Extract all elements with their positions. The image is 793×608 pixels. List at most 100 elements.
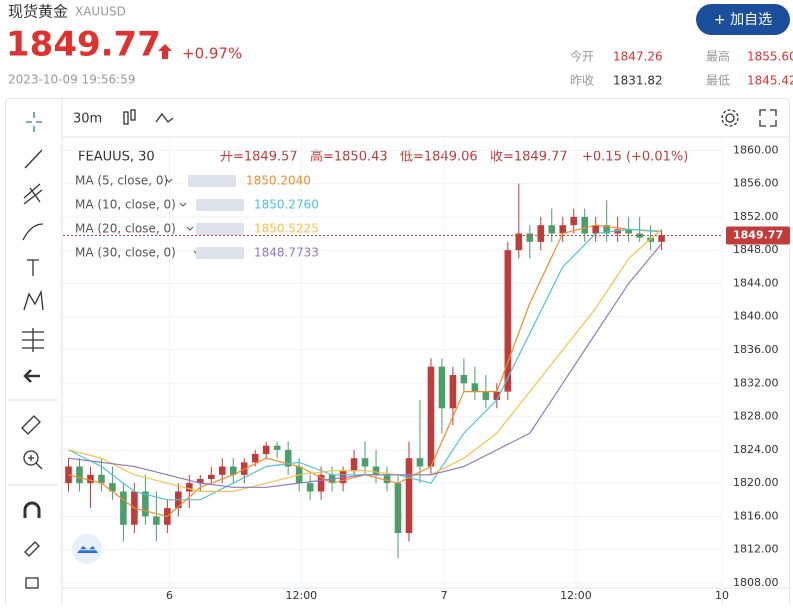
candle-body <box>229 466 237 475</box>
y-tick-label: 1848.00 <box>733 243 779 256</box>
legend-name: MA (30, close, 0) <box>75 246 176 260</box>
y-tick-label: 1816.00 <box>733 509 779 522</box>
toolbar-icons <box>8 109 777 589</box>
candle-body <box>416 458 424 467</box>
candle-body <box>427 366 435 467</box>
stat-label: 最低 <box>706 74 730 88</box>
candle-body <box>537 225 545 242</box>
back-tool[interactable] <box>23 369 40 383</box>
legend-controls <box>188 175 236 187</box>
text-tool[interactable] <box>27 259 39 276</box>
settings-icon[interactable] <box>721 109 739 127</box>
y-tick-label: 1852.00 <box>733 210 779 223</box>
candle-body <box>65 466 72 484</box>
cloud-icon[interactable] <box>77 546 98 553</box>
y-tick-label: 1836.00 <box>733 343 779 356</box>
candle-body <box>186 483 193 492</box>
price-tag <box>726 226 790 245</box>
stat-label: 最高 <box>706 49 730 64</box>
zoom-tool[interactable] <box>23 450 39 466</box>
y-tick-label: 1808.00 <box>733 576 779 589</box>
legend-controls <box>196 223 244 235</box>
candle-icon[interactable] <box>123 111 129 125</box>
stat-value: 1855.60 <box>747 50 793 64</box>
candle-body <box>251 454 259 463</box>
ma-line <box>68 228 662 493</box>
pattern-tool[interactable] <box>23 289 44 311</box>
candle-body <box>570 216 578 226</box>
up-arrow <box>158 44 172 59</box>
candle-body <box>284 449 292 467</box>
y-tick-label: 1824.00 <box>733 443 779 456</box>
y-tick-label: 1832.00 <box>733 376 779 389</box>
candle-body <box>493 391 501 400</box>
candle-body <box>87 474 94 484</box>
cloud-button[interactable] <box>72 534 102 564</box>
legend-symbol: FEAUUS, 30 <box>78 150 155 165</box>
x-tick-label: 7 <box>441 589 448 602</box>
candle-body <box>603 225 610 234</box>
fullscreen-icon[interactable] <box>759 109 777 127</box>
candle-body <box>405 458 413 534</box>
candle-body <box>306 483 314 492</box>
candle-body <box>339 470 347 484</box>
title: 现货黄金 <box>8 3 68 21</box>
candle-body <box>504 250 512 392</box>
legend-name: MA (5, close, 0) <box>75 174 168 188</box>
candle-body <box>625 229 632 234</box>
y-tick-label: 1860.00 <box>733 143 779 156</box>
fib-tool[interactable] <box>23 183 43 205</box>
candle-body <box>647 237 654 242</box>
stat-label: 今开 <box>570 49 594 64</box>
legend-chevron <box>179 202 187 207</box>
legend-value: 1850.2040 <box>246 174 311 188</box>
cursor-tool[interactable] <box>26 112 42 132</box>
interval[interactable]: 30m <box>73 112 102 127</box>
candle-body <box>98 474 105 484</box>
candle-body <box>273 445 281 450</box>
add-button-label[interactable]: + 加自选 <box>714 12 772 28</box>
candle-body <box>482 391 490 400</box>
line-tool[interactable] <box>24 149 43 169</box>
candle-body <box>240 462 248 475</box>
candle-body <box>153 516 160 525</box>
ma-line <box>68 243 663 488</box>
candle-body <box>207 474 215 479</box>
price: 1849.77 <box>6 25 161 65</box>
symbol: XAUUSD <box>75 5 126 19</box>
brush-tool[interactable] <box>22 223 44 241</box>
candle-body <box>120 491 127 525</box>
candle-body <box>515 233 523 251</box>
measure-tool[interactable] <box>22 328 44 352</box>
lock-tool[interactable] <box>25 577 39 589</box>
legend-close: 收=1849.77 <box>490 150 568 165</box>
legend-name: MA (10, close, 0) <box>75 198 176 212</box>
y-tick-label: 1856.00 <box>733 177 779 190</box>
ruler-tool[interactable] <box>21 415 41 435</box>
settings-icon[interactable] <box>725 113 735 123</box>
legend-value: 1850.5225 <box>254 222 319 236</box>
add-button[interactable] <box>696 4 790 35</box>
candle-icon[interactable] <box>130 109 136 121</box>
zoom-tool[interactable] <box>28 455 43 470</box>
candle-body <box>361 458 369 467</box>
candle-body <box>262 445 270 455</box>
candle-body <box>592 225 599 234</box>
magnet-tool[interactable] <box>23 501 41 518</box>
candle-body <box>76 466 83 484</box>
candle-body <box>218 466 226 475</box>
legend-controls <box>196 247 244 259</box>
candle-body <box>449 374 457 409</box>
legend-chevron <box>165 178 173 183</box>
indicator-icon[interactable] <box>155 112 174 123</box>
candle-body <box>383 474 391 484</box>
candle-body <box>614 229 621 234</box>
chart-panel <box>5 98 790 608</box>
candle-body <box>394 483 402 534</box>
lock-draw-tool[interactable] <box>24 541 40 557</box>
legend-value: 1848.7733 <box>254 246 319 260</box>
candle-body <box>460 374 468 384</box>
y-tick-label: 1812.00 <box>733 543 779 556</box>
x-tick-label: 12:00 <box>560 589 592 602</box>
